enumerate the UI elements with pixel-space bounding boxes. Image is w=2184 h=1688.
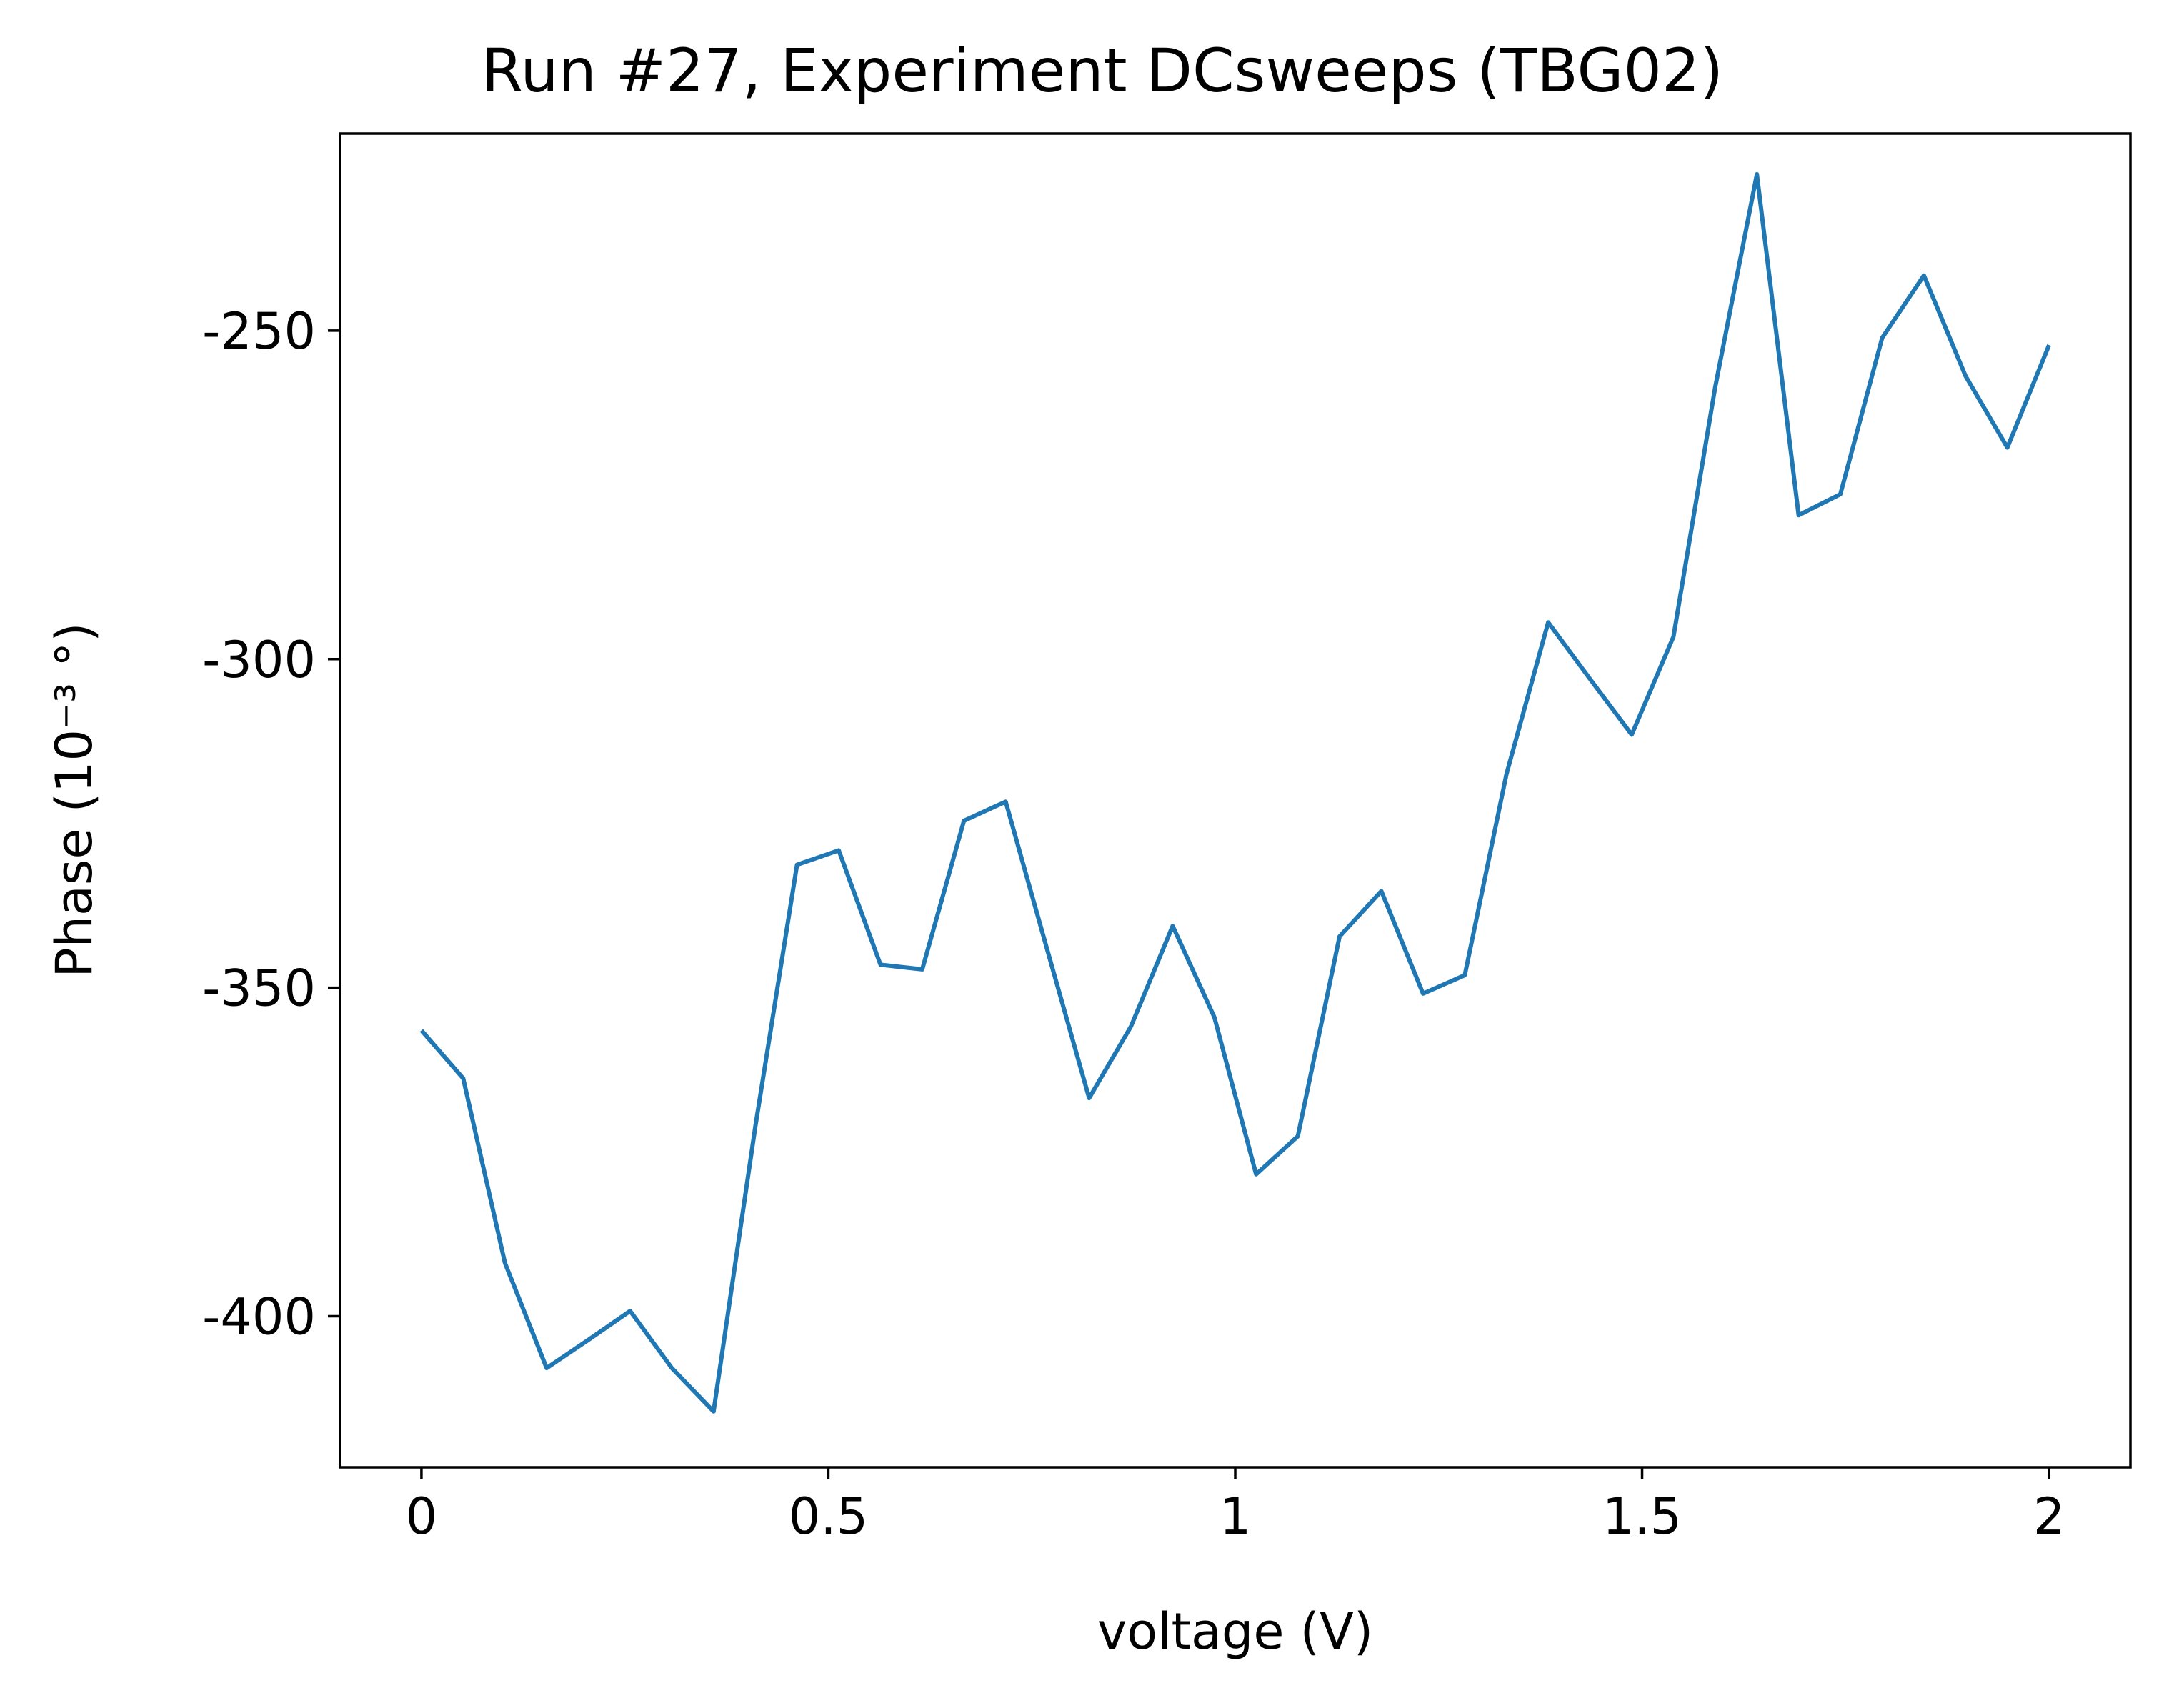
data-point bbox=[1296, 1134, 1300, 1139]
data-point bbox=[669, 1366, 674, 1370]
data-point bbox=[1380, 889, 1384, 893]
data-point bbox=[544, 1366, 549, 1370]
y-tick-label: -400 bbox=[202, 1287, 316, 1346]
data-point bbox=[879, 962, 883, 967]
data-point bbox=[1963, 374, 1968, 378]
data-point bbox=[1170, 924, 1175, 928]
x-tick-label: 0 bbox=[406, 1487, 438, 1546]
data-point bbox=[1588, 676, 1592, 681]
data-point bbox=[1713, 386, 1717, 390]
data-point bbox=[1004, 799, 1008, 804]
data-point bbox=[1922, 274, 1926, 278]
x-tick-label: 2 bbox=[2033, 1487, 2065, 1546]
data-point bbox=[1254, 1172, 1258, 1177]
y-tick-label: -300 bbox=[202, 631, 316, 689]
data-point bbox=[2047, 343, 2051, 347]
data-point bbox=[1546, 620, 1550, 624]
data-point bbox=[1212, 1015, 1217, 1019]
data-point bbox=[503, 1261, 507, 1265]
y-tick-label: -250 bbox=[202, 302, 316, 361]
data-point bbox=[1129, 1024, 1133, 1029]
data-point bbox=[1755, 172, 1759, 176]
data-point bbox=[1045, 948, 1049, 952]
data-point bbox=[920, 967, 924, 972]
x-axis-label: voltage (V) bbox=[1097, 1602, 1373, 1661]
data-point bbox=[587, 1338, 591, 1342]
data-point bbox=[1671, 635, 1675, 639]
data-point bbox=[1421, 992, 1425, 996]
data-point bbox=[1838, 492, 1843, 496]
data-point bbox=[1797, 513, 1801, 517]
data-point bbox=[1337, 934, 1342, 939]
data-point bbox=[795, 863, 799, 867]
x-tick-label: 0.5 bbox=[789, 1487, 868, 1546]
data-point bbox=[461, 1077, 465, 1081]
data-point bbox=[753, 1124, 757, 1129]
data-point bbox=[2005, 446, 2010, 450]
data-point bbox=[628, 1309, 632, 1313]
data-point bbox=[419, 1028, 424, 1032]
data-point bbox=[962, 819, 966, 823]
data-point bbox=[712, 1409, 716, 1414]
data-point bbox=[1087, 1096, 1092, 1100]
data-point bbox=[837, 848, 841, 852]
plot-area bbox=[419, 172, 2051, 1414]
x-axis: 0 0.5 1 1.5 2 bbox=[406, 1467, 2065, 1546]
chart-title: Run #27, Experiment DCsweeps (TBG02) bbox=[482, 36, 1723, 106]
y-tick-label: -350 bbox=[202, 959, 316, 1018]
x-tick-label: 1.5 bbox=[1602, 1487, 1682, 1546]
y-axis: -250 -300 -350 -400 bbox=[202, 302, 340, 1346]
data-point bbox=[1462, 973, 1467, 977]
data-point bbox=[1630, 733, 1634, 737]
series-line-0 bbox=[419, 172, 2051, 1414]
x-tick-label: 1 bbox=[1220, 1487, 1252, 1546]
data-point bbox=[1505, 772, 1509, 776]
y-axis-label: Phase (10⁻³ °) bbox=[45, 622, 104, 977]
data-point bbox=[1880, 336, 1885, 340]
